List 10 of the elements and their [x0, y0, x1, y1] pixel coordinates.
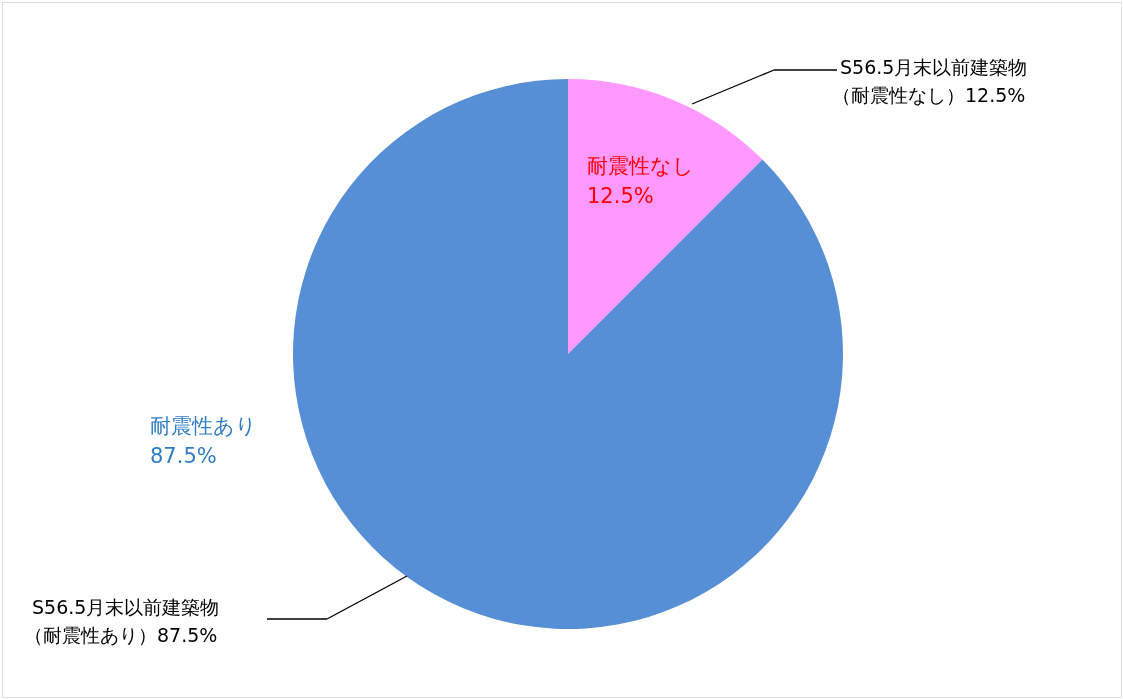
text: （耐震性なし）12.5% [832, 84, 1026, 106]
text: S56.5月末以前建築物 [32, 596, 220, 618]
data-label: 87.5% [150, 444, 217, 468]
slice-label: 耐震性あり [150, 414, 257, 438]
data-label: 12.5% [587, 184, 654, 208]
pie-slice [568, 79, 763, 354]
text: （耐震性あり）87.5% [24, 624, 218, 646]
text: S56.5月末以前建築物 [840, 56, 1028, 78]
pie-slice [293, 79, 843, 629]
slice-label: 耐震性なし [587, 154, 694, 178]
